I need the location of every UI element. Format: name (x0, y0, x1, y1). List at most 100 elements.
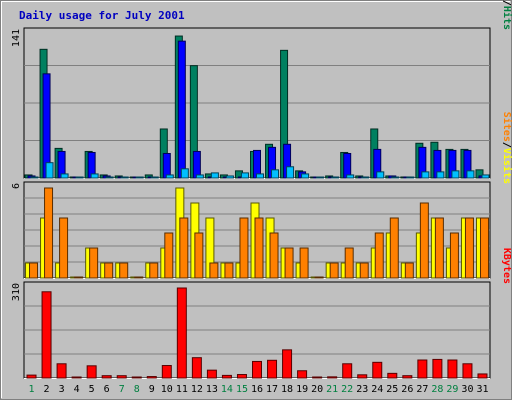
bar-sites-day-6 (104, 262, 114, 279)
bar-pages-day-15 (240, 172, 249, 179)
bar-sites-day-19 (299, 247, 309, 279)
legend-entry: / (501, 142, 512, 148)
bar-pages-day-8 (135, 176, 144, 179)
bar-kbytes-day-1 (26, 374, 37, 379)
bar-pages-day-16 (256, 173, 264, 179)
bar-sites-day-14 (224, 262, 234, 279)
bar-kbytes-day-11 (176, 287, 187, 379)
bar-kbytes-day-5 (86, 365, 97, 379)
day-axis: 1 2 3 4 5 6 7 8 9 10 11 12 13 14 15 16 17 18 19 20 21 22 23 24 2… (29, 384, 489, 395)
ymax-label: 141 (11, 29, 22, 47)
bar-kbytes-day-30 (462, 363, 473, 379)
bar-pages-day-26 (406, 176, 415, 179)
day-label: 7 (119, 384, 125, 395)
day-label: 9 (149, 384, 155, 395)
bar-kbytes-day-18 (282, 349, 293, 379)
bar-sites-day-17 (269, 232, 279, 279)
day-label: 22 (341, 384, 353, 395)
bar-sites-day-18 (284, 247, 294, 279)
bar-pages-day-14 (225, 175, 234, 179)
bar-kbytes-day-13 (206, 369, 217, 379)
bar-sites-day-9 (149, 262, 159, 279)
bar-pages-day-22 (346, 174, 355, 179)
bar-pages-day-1 (30, 176, 39, 179)
bar-sites-day-30 (464, 217, 474, 279)
day-label: 27 (416, 384, 428, 395)
bar-sites-day-25 (389, 217, 399, 279)
bar-pages-day-7 (120, 176, 129, 179)
bar-kbytes-day-29 (447, 359, 458, 379)
bar-sites-day-31 (479, 217, 489, 279)
bar-kbytes-day-17 (267, 359, 278, 379)
day-label: 23 (356, 384, 368, 395)
legend-entry: / (501, 0, 512, 6)
panel-hits-files-pages: 141 Pages/Files/Hits (11, 0, 512, 179)
bar-kbytes-day-27 (417, 359, 428, 379)
bar-sites-day-29 (449, 232, 459, 279)
day-label: 17 (266, 384, 278, 395)
day-label: 19 (296, 384, 308, 395)
day-label: 31 (476, 384, 488, 395)
bar-pages-day-28 (436, 171, 445, 179)
day-label: 28 (431, 384, 443, 395)
day-label: 12 (191, 384, 203, 395)
legend-entry: Hits (501, 6, 512, 30)
bar-sites-day-24 (374, 232, 384, 279)
bar-kbytes-day-15 (236, 374, 247, 379)
bar-pages-day-11 (180, 168, 189, 179)
bar-files-day-10 (162, 152, 171, 179)
bar-pages-day-29 (451, 170, 460, 179)
bar-kbytes-day-28 (432, 358, 443, 379)
bar-kbytes-day-4 (71, 376, 82, 379)
day-label: 10 (161, 384, 173, 395)
bar-kbytes-day-9 (146, 376, 157, 379)
panel-legend: Pages/Files/Hits (501, 0, 512, 30)
day-label: 2 (44, 384, 50, 395)
bar-sites-day-4 (74, 276, 84, 279)
bar-kbytes-day-16 (252, 360, 262, 379)
panel-legend: KBytes (501, 248, 512, 284)
bar-pages-day-21 (331, 176, 340, 179)
bar-pages-day-13 (210, 172, 219, 179)
bar-pages-day-4 (75, 176, 84, 179)
bar-sites-day-21 (329, 262, 339, 279)
bar-kbytes-day-10 (161, 365, 172, 379)
bar-sites-day-11 (179, 217, 189, 279)
bar-pages-day-19 (301, 173, 310, 179)
bar-kbytes-day-21 (327, 376, 338, 379)
bar-kbytes-day-25 (387, 372, 398, 379)
bar-kbytes-day-31 (477, 373, 488, 379)
day-label: 1 (29, 384, 35, 395)
bar-pages-day-5 (90, 173, 99, 179)
bar-kbytes-day-22 (342, 363, 353, 379)
legend-entry: Sites (501, 112, 512, 142)
bar-sites-day-2 (44, 187, 54, 279)
bar-kbytes-day-6 (101, 375, 112, 379)
bar-kbytes-day-7 (116, 375, 127, 379)
bar-sites-day-7 (119, 262, 129, 279)
bar-pages-day-12 (195, 174, 204, 179)
bar-pages-day-17 (271, 169, 280, 179)
bar-sites-day-23 (359, 262, 369, 279)
bar-pages-day-30 (466, 170, 475, 179)
day-label: 6 (104, 384, 110, 395)
bar-pages-day-27 (421, 171, 430, 179)
day-label: 21 (326, 384, 338, 395)
day-label: 29 (446, 384, 458, 395)
day-label: 5 (89, 384, 95, 395)
day-label: 20 (311, 384, 323, 395)
bar-files-day-12 (192, 150, 201, 179)
bar-sites-day-20 (314, 276, 324, 279)
chart-title: Daily usage for July 2001 (19, 9, 185, 22)
bar-sites-day-3 (59, 217, 69, 279)
ymax-label: 310 (11, 283, 22, 301)
day-label: 26 (401, 384, 413, 395)
bar-pages-day-24 (376, 171, 385, 179)
day-label: 8 (134, 384, 140, 395)
bar-files-day-22 (343, 152, 352, 179)
day-label: 24 (371, 384, 383, 395)
day-label: 4 (74, 384, 80, 395)
bar-files-day-11 (177, 40, 186, 179)
day-label: 16 (251, 384, 263, 395)
